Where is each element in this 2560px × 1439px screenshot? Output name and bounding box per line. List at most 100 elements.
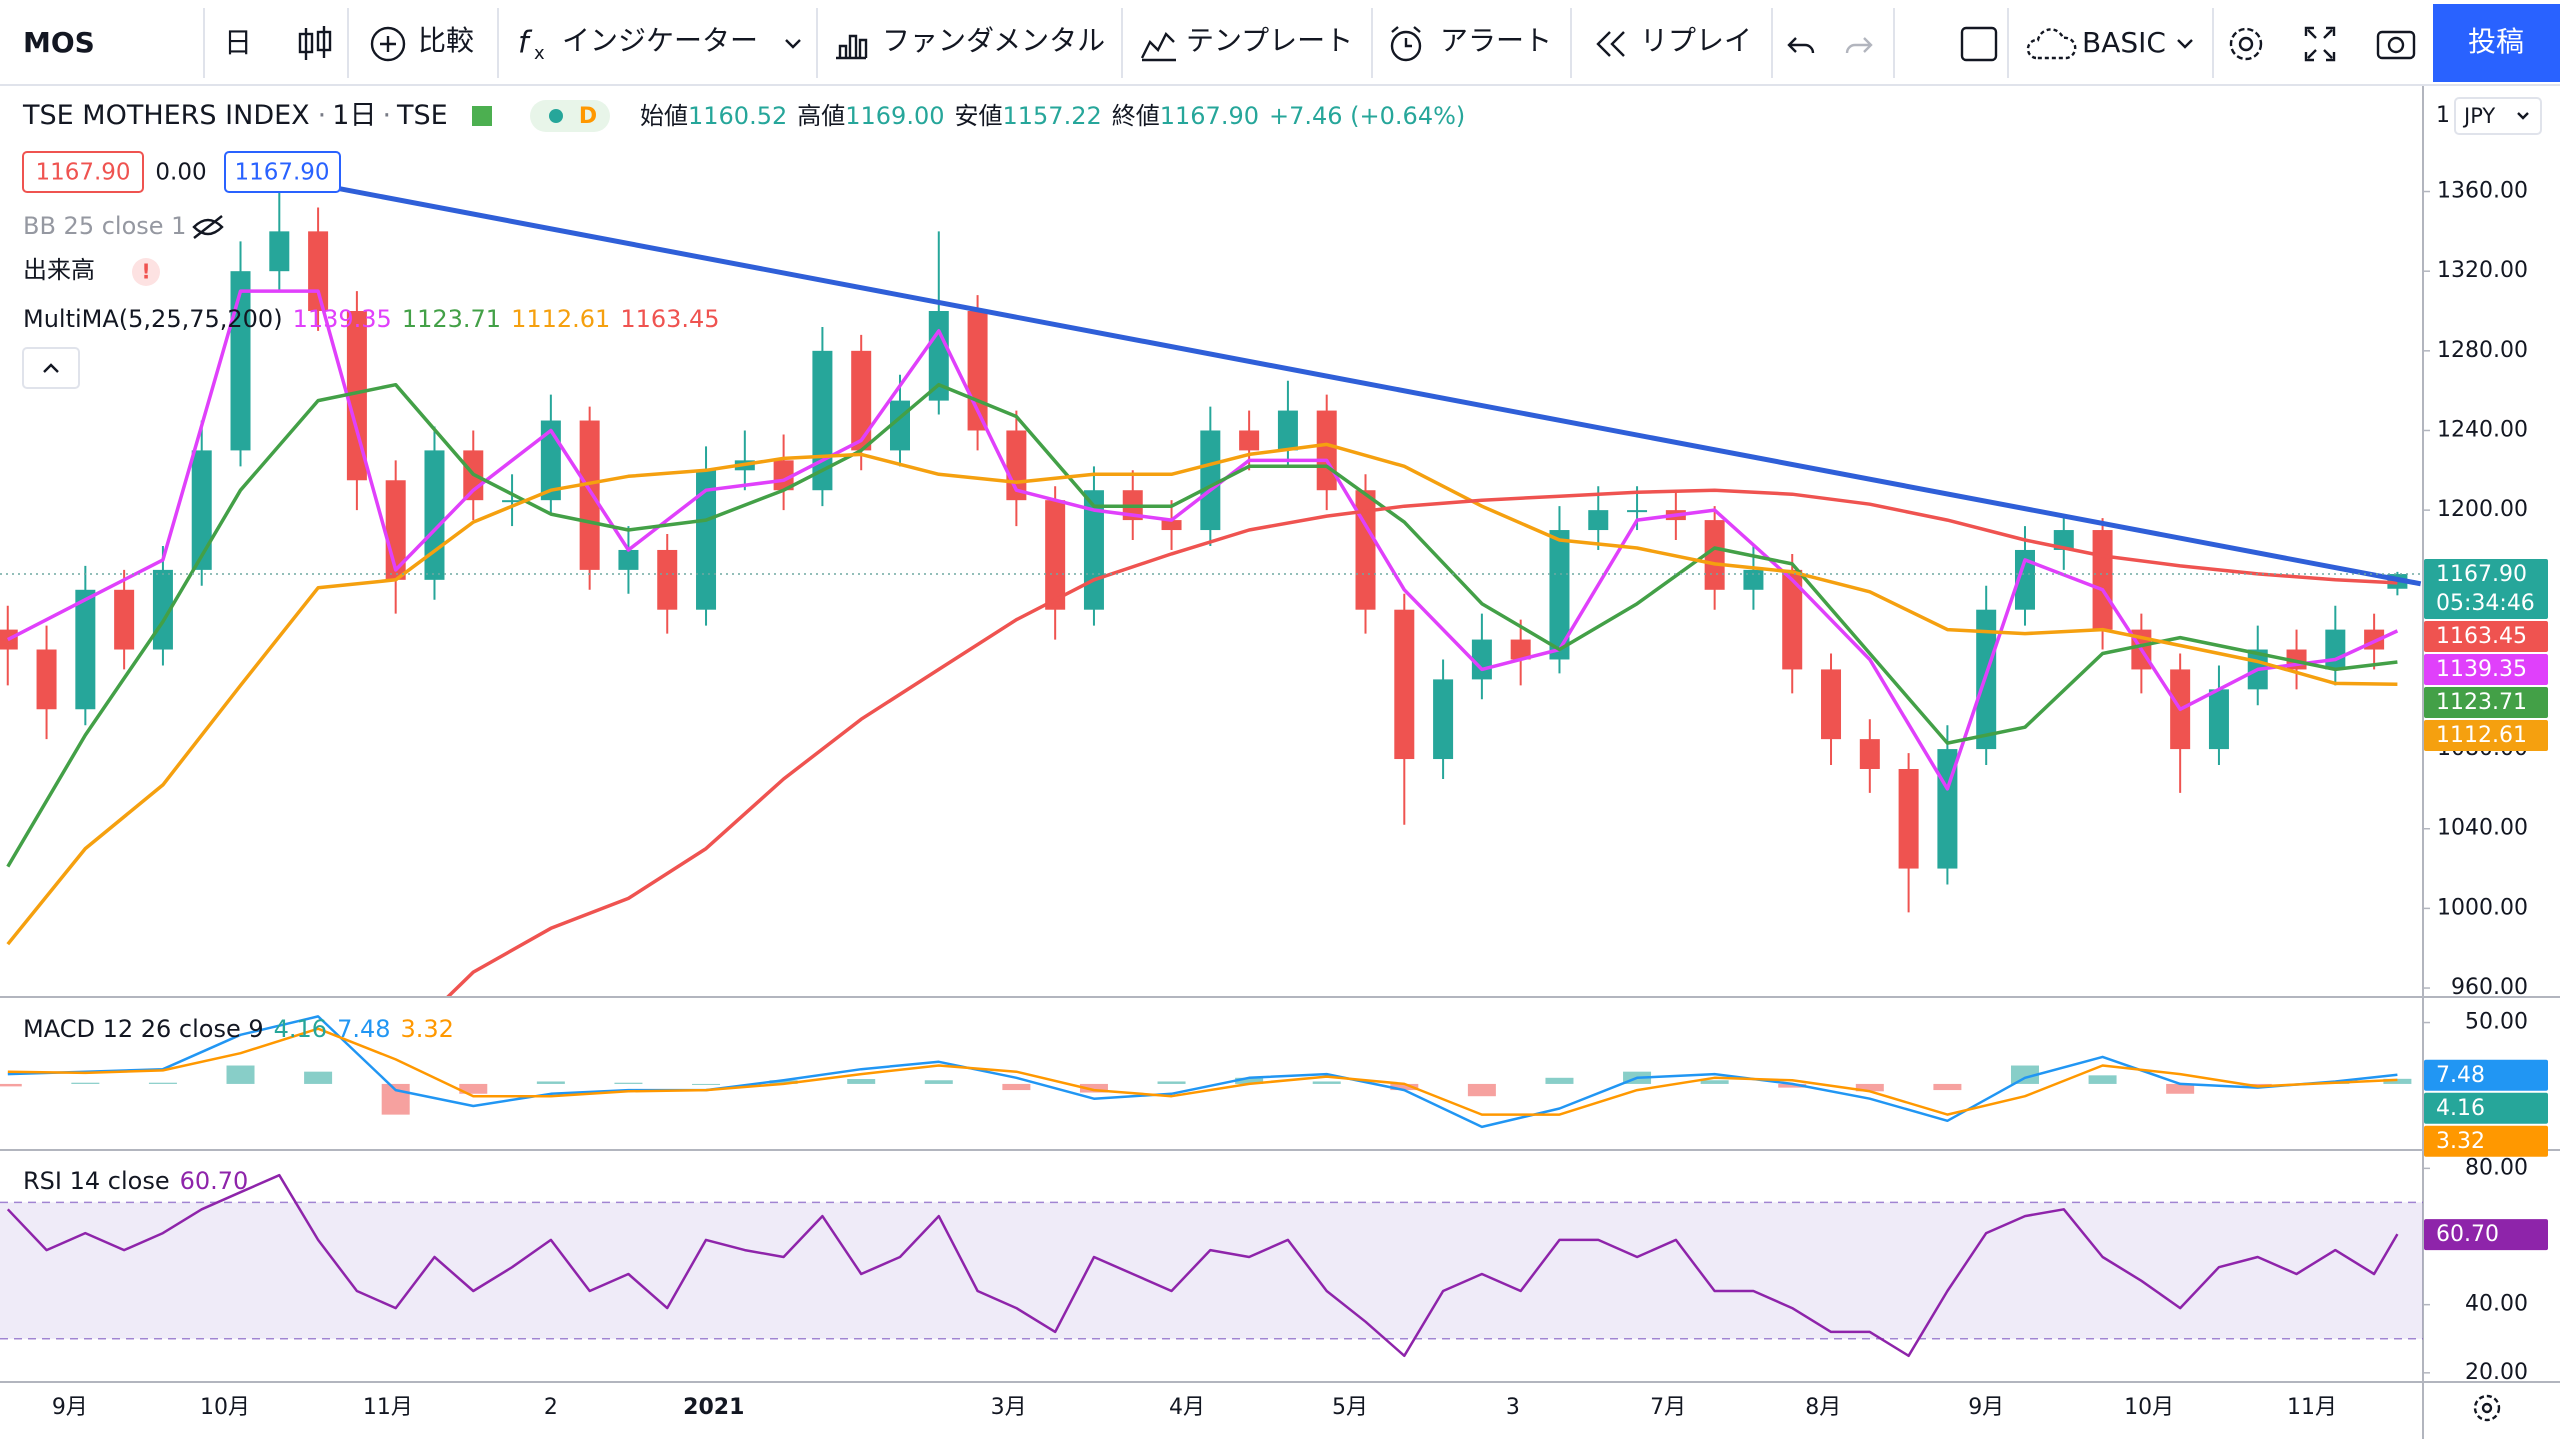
icon xyxy=(1140,31,1175,59)
ohlc-label: 始値 xyxy=(640,102,688,130)
candle-body xyxy=(2325,629,2346,670)
templates-button[interactable]: テンプレート xyxy=(1140,24,1353,62)
histogram-bar xyxy=(2166,1083,2195,1094)
fullscreen-button[interactable] xyxy=(2304,26,2336,62)
warning-badge[interactable] xyxy=(132,258,160,286)
toolbar-bg xyxy=(0,0,2560,85)
ma-value: 1123.71 xyxy=(402,305,501,333)
histogram-bar xyxy=(769,1080,798,1084)
histogram-bar xyxy=(1545,1077,1574,1084)
candle-body xyxy=(773,460,794,491)
histogram-bar xyxy=(304,1071,333,1084)
visibility-toggle[interactable] xyxy=(192,215,224,239)
icon xyxy=(1845,37,1873,54)
warning-icon: ! xyxy=(141,260,150,284)
x-tick-label: 9月 xyxy=(52,1395,88,1420)
candle-body xyxy=(346,311,367,481)
snapshot-button[interactable] xyxy=(2376,30,2416,60)
axis-settings[interactable] xyxy=(2473,1394,2501,1422)
symbol-name: TSE MOTHERS INDEX xyxy=(22,100,310,131)
redo-button[interactable] xyxy=(1845,37,1873,54)
symbol: MOS xyxy=(23,26,95,59)
ohlc-value: 1169.00 xyxy=(845,102,944,130)
histogram-bar xyxy=(0,1083,22,1087)
countdown: 05:34:46 xyxy=(2436,591,2535,616)
settings-button[interactable] xyxy=(2229,27,2263,61)
price-tag-label: 1163.45 xyxy=(2436,624,2527,649)
collapse-legend[interactable] xyxy=(22,347,80,389)
histogram-bar xyxy=(148,1082,177,1084)
price-tag xyxy=(2424,720,2548,752)
save-button[interactable]: BASIC xyxy=(2026,26,2193,60)
candle-body xyxy=(114,589,135,650)
icon xyxy=(298,32,314,54)
multima-title: MultiMA(5,25,75,200) xyxy=(23,305,283,333)
multima-legend: MultiMA(5,25,75,200) 1139.35 1123.71 1112.6… xyxy=(23,305,720,333)
y-tick-label: 50.00 xyxy=(2465,1010,2528,1035)
x-tick-label: 10月 xyxy=(2124,1395,2174,1420)
candle-body xyxy=(2014,549,2035,610)
x-tick-label: 5月 xyxy=(1332,1395,1368,1420)
chart-type-button[interactable] xyxy=(298,26,332,60)
y-tick-label: 1240.00 xyxy=(2437,417,2528,442)
icon xyxy=(370,26,406,62)
icon xyxy=(316,30,332,52)
bb-legend: BB 25 close 1 xyxy=(23,212,186,240)
candle-body xyxy=(1627,510,1648,513)
bid-box[interactable] xyxy=(22,151,144,193)
pane xyxy=(0,185,2422,996)
icon xyxy=(1787,37,1815,54)
x-tick-label: 11月 xyxy=(2287,1395,2337,1420)
icon xyxy=(2238,36,2254,52)
histogram-bar xyxy=(536,1081,565,1084)
price-tag-label: 1112.61 xyxy=(2436,723,2527,748)
axis-partial: 1 xyxy=(2436,103,2450,128)
icon xyxy=(2229,27,2263,61)
histogram-bar xyxy=(1235,1077,1264,1084)
alerts-button[interactable]: アラート xyxy=(1390,24,1552,62)
undo-button[interactable] xyxy=(1787,37,1815,54)
publish-button[interactable]: 投稿 xyxy=(2433,4,2560,82)
price-tag-label: 1139.35 xyxy=(2436,657,2527,682)
candle-body xyxy=(1394,609,1415,760)
candle-body xyxy=(2208,689,2229,750)
layout-button[interactable] xyxy=(1960,26,1998,62)
compare: 比較 xyxy=(418,24,474,57)
y-tick-label: 1360.00 xyxy=(2437,179,2528,204)
price-tag-label: 7.48 xyxy=(2436,1063,2485,1088)
main-legend: TSE MOTHERS INDEX · 1日 · TSE xyxy=(22,100,448,131)
compare-button[interactable]: 比較 xyxy=(370,24,474,62)
icon xyxy=(2517,112,2529,120)
candle-body xyxy=(696,470,717,610)
flag xyxy=(472,106,492,126)
macd-line xyxy=(7,1015,2398,1129)
macd-value: 7.48 xyxy=(337,1015,390,1043)
candle-body xyxy=(1471,639,1492,680)
symbol-button[interactable]: MOS xyxy=(23,26,95,59)
ask-box[interactable] xyxy=(224,151,341,193)
candle-body xyxy=(1898,768,1919,869)
candle-body xyxy=(424,450,445,580)
candle-body xyxy=(928,311,949,401)
icon xyxy=(785,39,801,49)
trend-line xyxy=(333,185,2422,587)
candle-body xyxy=(308,231,329,312)
rsi-value: 60.70 xyxy=(180,1167,249,1195)
histogram-bar xyxy=(71,1082,100,1084)
icon xyxy=(2304,26,2336,62)
y-tick-label: 1320.00 xyxy=(2437,258,2528,283)
y-tick-label: 1040.00 xyxy=(2437,816,2528,841)
icon xyxy=(2473,1394,2501,1422)
icon xyxy=(2177,39,2193,49)
interval-button[interactable]: 日 xyxy=(224,26,252,59)
plot-layer: 960.001000.001040.001080.001200.001240.0… xyxy=(0,179,2548,1420)
fundamentals: ファンダメンタル xyxy=(882,24,1105,57)
replay-button[interactable]: リプレイ xyxy=(1596,24,1752,57)
histogram-bar xyxy=(614,1082,643,1084)
fundamentals-button[interactable]: ファンダメンタル xyxy=(836,24,1105,60)
templates: テンプレート xyxy=(1186,24,1353,57)
currency-button[interactable]: JPY xyxy=(2454,97,2542,135)
histogram-bar xyxy=(2088,1075,2117,1084)
